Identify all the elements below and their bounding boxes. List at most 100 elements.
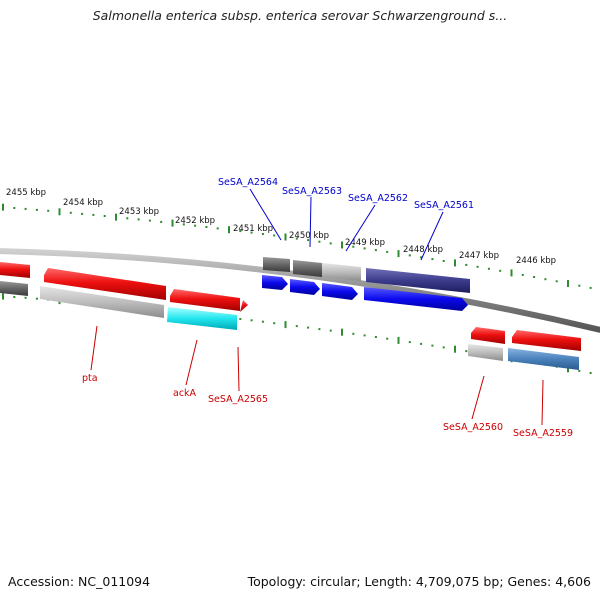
gene-block[interactable] [167,307,237,330]
stat-separator: ; [356,574,365,589]
lower-leader-lines [90,325,544,426]
accession-value: NC_011094 [78,574,151,589]
gene-arrow[interactable] [364,287,468,311]
minor-tick [273,322,276,325]
gene-label-sesa-a2564[interactable]: SeSA_A2564 [218,177,278,188]
major-tick [2,203,4,211]
leader-line [471,375,485,420]
major-tick [171,219,174,227]
scale-label-2448: 2448 kbp [403,245,443,255]
major-tick [341,328,343,336]
leader-line [309,196,312,248]
gene-block[interactable] [366,268,470,293]
minor-tick [442,346,445,349]
minor-tick [589,372,592,374]
minor-tick [216,227,219,230]
gene-block[interactable] [0,262,30,278]
gene-label-sesa-a2563[interactable]: SeSA_A2563 [282,186,342,197]
genes-value: 4,606 [555,574,591,589]
minor-tick [148,219,151,222]
minor-tick [476,265,479,268]
minor-tick [92,213,95,216]
scale-label-2454: 2454 kbp [63,198,103,208]
scale-label-2452: 2452 kbp [175,216,215,226]
major-tick [341,241,343,249]
minor-tick [318,240,321,243]
minor-tick [363,334,366,337]
leader-line [90,325,98,371]
minor-tick [194,224,197,227]
minor-tick [578,369,581,372]
minor-tick [408,254,411,257]
minor-tick [487,267,490,270]
upper-scale-ticks [2,203,592,289]
gene-label-sesa-a2561[interactable]: SeSA_A2561 [414,200,474,211]
leader-line [541,379,544,426]
gene-block[interactable] [293,260,322,277]
scale-label-2450: 2450 kbp [289,231,329,241]
minor-tick [386,250,389,253]
minor-tick [431,344,434,347]
gene-block[interactable] [508,348,579,370]
scale-labels: 2455 kbp 2454 kbp 2453 kbp 2452 kbp 2451… [6,188,556,266]
minor-tick [533,276,536,278]
minor-tick [307,239,310,242]
minor-tick [544,278,547,281]
gene-block[interactable] [512,330,581,351]
gene-arrow[interactable] [290,279,320,295]
gene-label-sesa-a2559[interactable]: SeSA_A2559 [513,428,573,439]
gene-block[interactable] [322,263,361,281]
minor-tick [578,284,581,287]
genome-stats: Topology: circular; Length: 4,709,075 bp… [248,574,591,589]
gene-block[interactable] [468,344,503,361]
minor-tick [555,280,558,283]
major-tick [115,213,117,221]
minor-tick [35,208,38,211]
major-tick [228,226,230,234]
gene-block[interactable] [263,257,290,272]
gene-block[interactable] [240,300,248,312]
gene-block[interactable] [44,268,166,300]
minor-tick [47,209,50,212]
minor-tick [182,223,185,226]
minor-tick [205,226,208,228]
gene-block[interactable] [40,286,164,318]
gene-label-sesa-a2565[interactable]: SeSA_A2565 [208,394,268,405]
length-value: 4,709,075 bp [415,574,500,589]
minor-tick [318,328,321,331]
minor-tick [69,211,72,214]
leader-line [237,346,240,392]
minor-tick [126,217,129,220]
minor-tick [273,234,276,237]
gene-block[interactable] [170,289,240,311]
major-tick [567,365,569,373]
accession-info: Accession: NC_011094 [8,574,150,589]
minor-tick [329,329,332,332]
major-tick [284,321,287,329]
right-genes [468,327,581,370]
accession-label: Accession: [8,574,75,589]
gene-block[interactable] [0,281,28,296]
gene-arrow[interactable] [322,283,358,300]
topology-value: circular [310,574,357,589]
major-tick [510,269,513,277]
gene-arrow[interactable] [262,275,288,290]
gene-block[interactable] [471,327,505,344]
gene-label-pta[interactable]: pta [82,373,98,384]
minor-tick [465,350,468,353]
scale-label-2447: 2447 kbp [459,251,499,261]
stat-separator: ; [499,574,508,589]
gene-label-sesa-a2560[interactable]: SeSA_A2560 [443,422,503,433]
major-tick [454,345,456,353]
minor-tick [329,242,332,245]
minor-tick [408,341,411,344]
minor-tick [13,207,16,209]
gene-label-sesa-a2562[interactable]: SeSA_A2562 [348,193,408,204]
major-tick [58,208,61,216]
minor-tick [589,286,592,289]
upper-gene-labels: SeSA_A2564 SeSA_A2563 SeSA_A2562 SeSA_A2… [218,177,474,211]
gene-label-acka[interactable]: ackA [173,388,197,399]
minor-tick [386,337,389,340]
major-tick [397,336,400,344]
